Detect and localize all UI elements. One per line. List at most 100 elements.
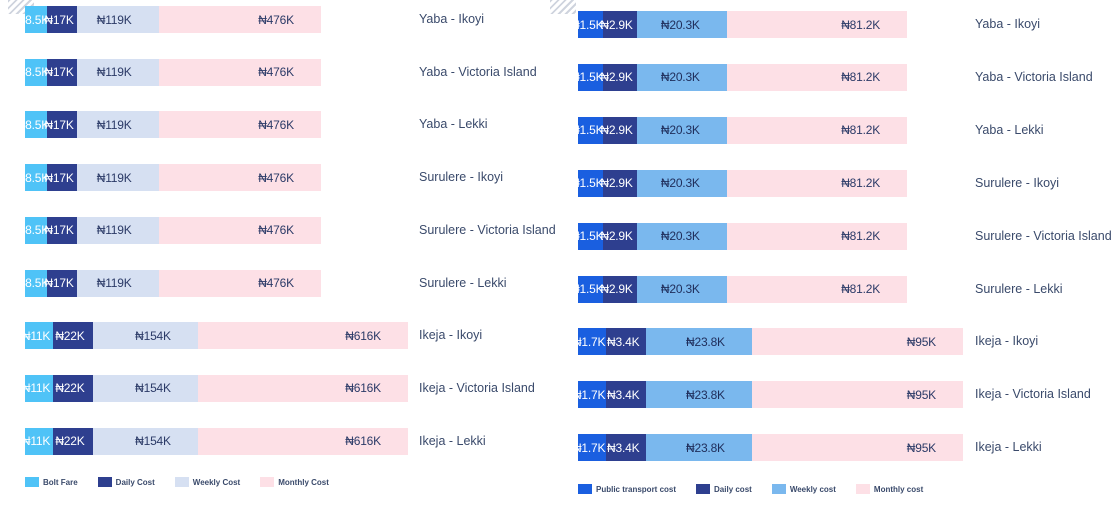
route-label: Yaba - Lekki xyxy=(975,122,1044,137)
bar-segment-public-transport-cost: ₦1.7K xyxy=(573,328,607,356)
bar-segment-monthly-cost: ₦81.2K xyxy=(726,63,908,91)
bar-segment-daily-cost: ₦2.9K xyxy=(600,116,637,144)
bar-row: ₦8.5K ₦17K ₦119K ₦476K xyxy=(17,6,321,33)
legend-item: Monthly Cost xyxy=(260,477,329,487)
bar-row: ₦8.5K ₦17K ₦119K ₦476K xyxy=(17,164,321,192)
bar-row: ₦8.5K ₦17K ₦119K ₦476K xyxy=(17,58,321,86)
bar-row: ₦1.5K ₦2.9K ₦20.3K ₦81.2K xyxy=(571,169,908,197)
bar-row: ₦1.7K ₦3.4K ₦23.8K ₦95K xyxy=(573,434,963,462)
public-transport-cost-chart: ₦1.5K ₦2.9K ₦20.3K ₦81.2K Yaba - Ikoyi ₦1.5K ₦… xyxy=(560,0,1117,507)
bar-segment-public-transport-cost: ₦1.5K xyxy=(571,63,604,91)
bar-segment-monthly-cost: ₦476K xyxy=(158,58,321,86)
bar-segment-monthly-cost: ₦95K xyxy=(751,381,963,409)
bar-segment-weekly-cost: ₦20.3K xyxy=(636,275,727,303)
route-label: Ikeja - Ikoyi xyxy=(975,334,1039,349)
bar-segment-monthly-cost: ₦81.2K xyxy=(726,116,908,144)
bar-row: ₦1.7K ₦3.4K ₦23.8K ₦95K xyxy=(573,381,963,409)
bar-segment-public-transport-cost: ₦1.5K xyxy=(571,169,604,197)
bar-segment-monthly-cost: ₦616K xyxy=(197,427,408,455)
legend-item: Weekly cost xyxy=(771,484,836,494)
bar-segment-daily-cost: ₦2.9K xyxy=(600,169,637,197)
legend-label: Weekly Cost xyxy=(192,477,241,487)
legend-item: Public transport cost xyxy=(578,484,676,494)
bar-segment-bolt-fare: ₦8.5K xyxy=(17,58,49,86)
bar-segment-weekly-cost: ₦23.8K xyxy=(646,381,752,409)
bar-segment-daily-cost: ₦2.9K xyxy=(600,222,637,250)
legend-swatch xyxy=(855,484,870,494)
route-label: Ikeja - Victoria Island xyxy=(975,387,1091,402)
route-label: Ikeja - Ikoyi xyxy=(419,328,483,343)
bar-row: ₦8.5K ₦17K ₦119K ₦476K xyxy=(17,111,321,139)
legend-swatch xyxy=(771,484,786,494)
bar-segment-monthly-cost: ₦95K xyxy=(751,434,963,462)
legend-swatch xyxy=(174,477,189,487)
legend-swatch xyxy=(578,484,592,494)
bar-segment-weekly-cost: ₦119K xyxy=(77,216,159,244)
bar-segment-weekly-cost: ₦20.3K xyxy=(636,169,727,197)
bar-row: ₦1.5K ₦2.9K ₦20.3K ₦81.2K xyxy=(571,275,908,303)
bar-segment-monthly-cost: ₦81.2K xyxy=(726,11,908,38)
bar-row: ₦1.7K ₦3.4K ₦23.8K ₦95K xyxy=(573,328,963,356)
legend-label: Daily Cost xyxy=(115,477,155,487)
bar-segment-monthly-cost: ₦476K xyxy=(158,111,321,139)
legend-label: Daily cost xyxy=(714,484,752,494)
bar-segment-bolt-fare: ₦8.5K xyxy=(17,269,49,297)
route-label: Ikeja - Victoria Island xyxy=(419,380,535,395)
route-label: Yaba - Ikoyi xyxy=(975,17,1041,31)
bar-segment-daily-cost: ₦17K xyxy=(44,111,78,139)
legend: Public transport cost Daily cost Weekly co… xyxy=(578,484,943,494)
bar-row: ₦11K ₦22K ₦154K ₦616K xyxy=(22,322,408,350)
bar-segment-monthly-cost: ₦616K xyxy=(197,322,408,350)
bar-segment-weekly-cost: ₦119K xyxy=(77,164,159,192)
bar-segment-weekly-cost: ₦20.3K xyxy=(636,63,727,91)
bar-segment-weekly-cost: ₦154K xyxy=(92,374,198,402)
legend-label: Monthly cost xyxy=(873,484,924,494)
bar-segment-bolt-fare: ₦11K xyxy=(22,374,54,402)
bar-segment-daily-cost: ₦22K xyxy=(53,322,93,350)
legend-label: Weekly cost xyxy=(789,484,836,494)
bar-segment-daily-cost: ₦2.9K xyxy=(600,275,637,303)
bar-segment-weekly-cost: ₦20.3K xyxy=(636,222,727,250)
bar-row: ₦1.5K ₦2.9K ₦20.3K ₦81.2K xyxy=(571,63,908,91)
bar-segment-daily-cost: ₦3.4K xyxy=(606,381,647,409)
legend-swatch xyxy=(696,484,711,494)
bar-segment-daily-cost: ₦17K xyxy=(44,164,78,192)
legend-item: Weekly Cost xyxy=(174,477,241,487)
legend: Bolt Fare Daily Cost Weekly Cost Monthly Co… xyxy=(25,477,349,487)
bar-segment-daily-cost: ₦17K xyxy=(44,6,78,33)
route-label: Surulere - Ikoyi xyxy=(975,175,1060,190)
bar-row: ₦1.5K ₦2.9K ₦20.3K ₦81.2K xyxy=(571,116,908,144)
bar-row: ₦1.5K ₦2.9K ₦20.3K ₦81.2K xyxy=(571,11,908,38)
bar-segment-daily-cost: ₦2.9K xyxy=(600,11,637,38)
legend-label: Public transport cost xyxy=(596,484,677,494)
bar-segment-public-transport-cost: ₦1.7K xyxy=(573,381,607,409)
bar-segment-daily-cost: ₦17K xyxy=(44,269,78,297)
bar-segment-bolt-fare: ₦11K xyxy=(22,322,54,350)
bar-segment-daily-cost: ₦3.4K xyxy=(606,434,647,462)
route-label: Surulere - Ikoyi xyxy=(419,170,504,185)
bar-segment-monthly-cost: ₦476K xyxy=(158,164,321,192)
bar-segment-bolt-fare: ₦11K xyxy=(22,427,54,455)
bar-segment-weekly-cost: ₦119K xyxy=(77,269,159,297)
bar-segment-monthly-cost: ₦81.2K xyxy=(726,169,908,197)
route-label: Surulere - Lekki xyxy=(419,275,507,290)
bar-segment-weekly-cost: ₦20.3K xyxy=(636,11,727,38)
legend-item: Daily cost xyxy=(696,484,752,494)
bar-segment-daily-cost: ₦22K xyxy=(53,427,93,455)
bar-segment-daily-cost: ₦3.4K xyxy=(606,328,647,356)
route-label: Yaba - Victoria Island xyxy=(419,64,537,79)
bar-segment-monthly-cost: ₦476K xyxy=(158,216,321,244)
bar-segment-daily-cost: ₦17K xyxy=(44,58,78,86)
route-label: Yaba - Lekki xyxy=(419,117,488,132)
bar-segment-weekly-cost: ₦20.3K xyxy=(636,116,727,144)
legend-label: Monthly Cost xyxy=(278,477,329,487)
bar-segment-bolt-fare: ₦8.5K xyxy=(17,6,49,33)
bar-segment-daily-cost: ₦22K xyxy=(53,374,93,402)
legend-swatch xyxy=(97,477,112,487)
bar-row: ₦1.5K ₦2.9K ₦20.3K ₦81.2K xyxy=(571,222,908,250)
bar-row: ₦8.5K ₦17K ₦119K ₦476K xyxy=(17,269,321,297)
legend-swatch xyxy=(25,477,39,487)
bar-segment-bolt-fare: ₦8.5K xyxy=(17,164,49,192)
route-label: Ikeja - Lekki xyxy=(419,433,486,448)
route-label: Surulere - Victoria Island xyxy=(419,222,556,237)
